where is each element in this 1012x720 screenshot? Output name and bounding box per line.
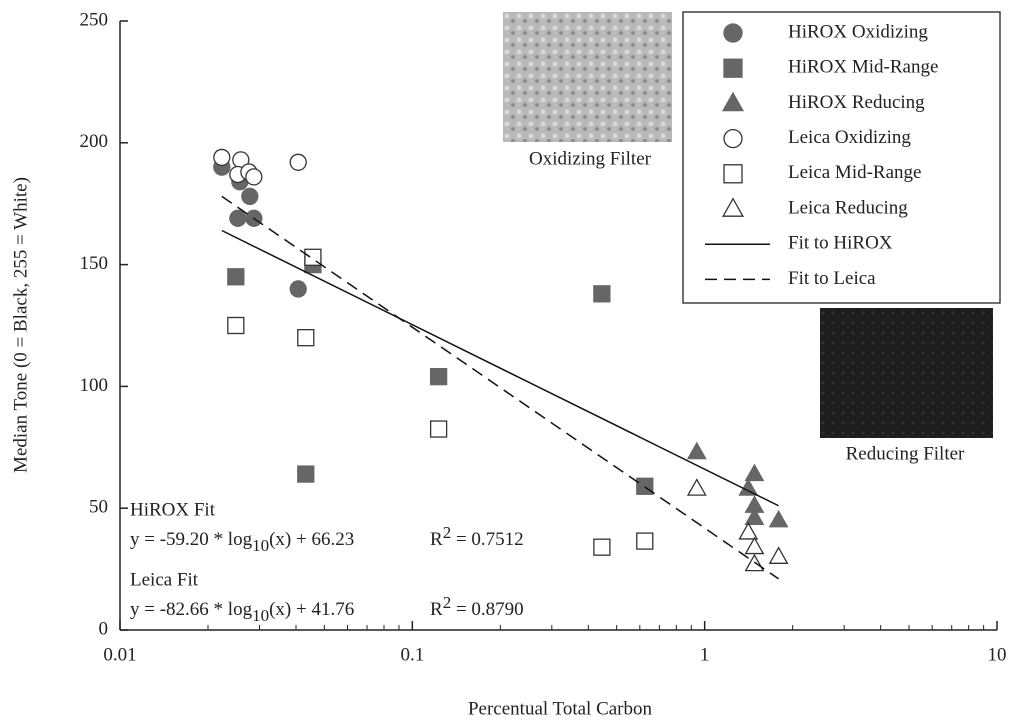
x-tick-label: 10	[988, 644, 1007, 665]
eq-text: y = -59.20 * log	[130, 529, 253, 550]
point	[723, 128, 743, 149]
legend-label: Leica Oxidizing	[788, 127, 911, 148]
point	[297, 329, 315, 347]
point	[686, 441, 707, 460]
point	[744, 536, 765, 555]
r2-text: R	[430, 599, 443, 620]
point	[593, 285, 611, 303]
y-tick-label: 250	[80, 9, 109, 30]
eq-sub: 10	[252, 536, 269, 555]
point	[686, 478, 707, 496]
point	[723, 58, 743, 78]
point	[241, 187, 259, 206]
point	[744, 507, 765, 525]
fit-line	[221, 195, 780, 580]
point	[297, 465, 315, 483]
filter-image	[820, 308, 993, 438]
y-tick-label: 50	[89, 497, 108, 518]
fit-title: HiROX Fit	[130, 499, 216, 520]
y-tick-label: 200	[80, 131, 109, 152]
x-tick-label: 1	[700, 644, 710, 665]
point	[723, 23, 743, 43]
legend-label: Fit to Leica	[788, 268, 876, 289]
point	[721, 197, 745, 217]
x-tick-label: 0.1	[400, 644, 424, 665]
point	[593, 538, 611, 556]
point	[768, 546, 789, 564]
fit-line	[221, 229, 779, 507]
legend-label: Leica Mid-Range	[788, 162, 921, 183]
point	[738, 522, 759, 540]
fit-r2: R2 = 0.7512	[430, 523, 524, 550]
legend-label: HiROX Mid-Range	[788, 57, 938, 78]
image-label: Reducing Filter	[846, 443, 965, 464]
point	[768, 509, 789, 528]
point	[213, 148, 231, 167]
r2-sup: 2	[443, 593, 452, 612]
fit-title: Leica Fit	[130, 569, 199, 590]
filter-image	[503, 12, 672, 142]
fit-equation: y = -59.20 * log10(x) + 66.23	[130, 529, 354, 555]
x-tick-label: 0.01	[103, 644, 136, 665]
image-label: Oxidizing Filter	[529, 148, 652, 169]
point	[229, 209, 247, 227]
point	[738, 478, 759, 496]
fit-equation: y = -82.66 * log10(x) + 41.76	[130, 599, 354, 625]
legend-label: Leica Reducing	[788, 197, 908, 218]
point	[723, 164, 743, 184]
y-tick-label: 100	[80, 375, 109, 396]
legend-label: HiROX Reducing	[788, 92, 925, 113]
point	[429, 368, 448, 386]
point	[429, 420, 448, 438]
point	[227, 268, 245, 286]
eq-tail: (x) + 41.76	[269, 599, 354, 620]
point	[721, 91, 745, 112]
point	[245, 168, 263, 186]
eq-sub: 10	[252, 606, 269, 625]
legend-label: Fit to HiROX	[788, 233, 893, 254]
y-tick-label: 0	[99, 618, 109, 639]
legend-label: HiROX Oxidizing	[788, 21, 928, 42]
x-axis-label: Percentual Total Carbon	[468, 698, 653, 719]
r2-text: R	[430, 529, 443, 550]
point	[227, 316, 245, 335]
r2-tail: = 0.7512	[451, 529, 523, 550]
r2-sup: 2	[443, 523, 452, 542]
point	[744, 463, 765, 482]
point	[289, 153, 307, 171]
point	[636, 477, 654, 495]
y-axis-label: Median Tone (0 = Black, 255 = White)	[10, 177, 31, 473]
eq-text: y = -82.66 * log	[130, 599, 253, 620]
point	[636, 532, 654, 550]
eq-tail: (x) + 66.23	[269, 529, 354, 550]
fit-r2: R2 = 0.8790	[430, 593, 524, 620]
point	[289, 280, 307, 298]
r2-tail: = 0.8790	[451, 599, 523, 620]
y-tick-label: 150	[80, 253, 109, 274]
